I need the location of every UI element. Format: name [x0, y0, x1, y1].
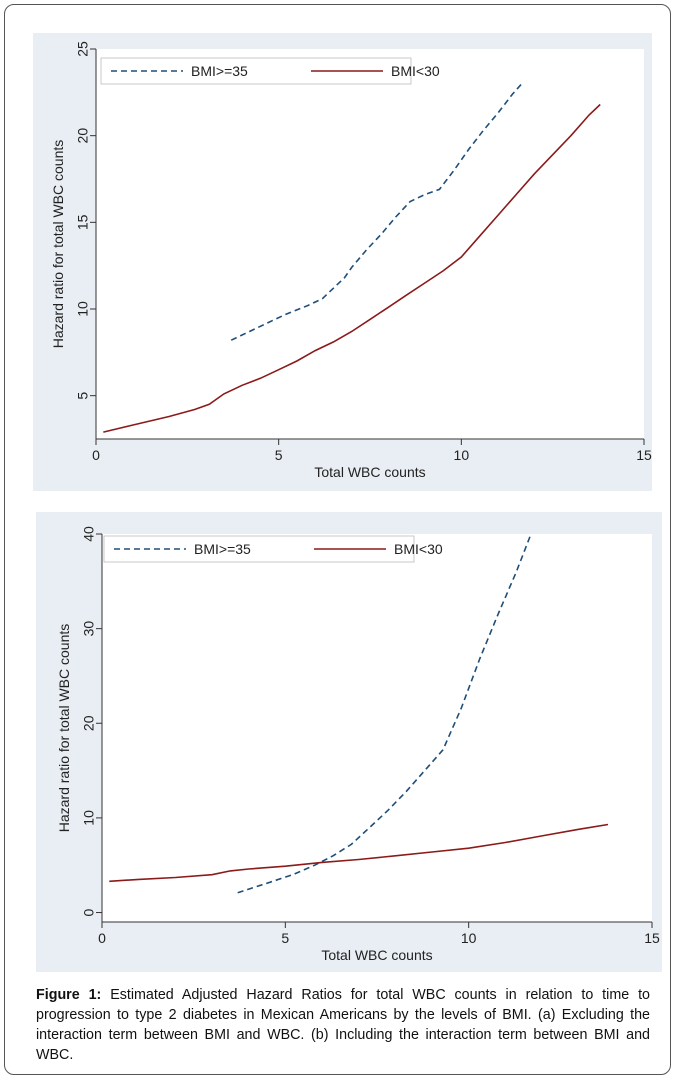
x-tick-label: 5 [281, 930, 289, 946]
chart-panel-a: 0 5 10 15 5 10 15 20 25 Total WBC counts Hazard ra… [33, 33, 652, 491]
y-axis-title: Hazard ratio for total WBC counts [56, 624, 72, 833]
y-tick-label: 5 [75, 392, 91, 400]
x-tick-label: 10 [461, 930, 477, 946]
legend-label: BMI>=35 [194, 541, 251, 557]
x-tick-label: 10 [454, 447, 470, 463]
caption-text: Estimated Adjusted Hazard Ratios for tot… [36, 987, 650, 1063]
legend-label: BMI<30 [391, 63, 440, 79]
x-tick-label: 5 [275, 447, 283, 463]
y-tick-label: 20 [75, 128, 91, 144]
x-tick-label: 15 [636, 447, 652, 463]
y-axis-title: Hazard ratio for total WBC counts [50, 140, 66, 349]
legend-label: BMI<30 [394, 541, 443, 557]
caption-label: Figure 1: [36, 987, 102, 1003]
y-tick-label: 40 [81, 526, 97, 542]
y-tick-label: 25 [75, 41, 91, 57]
legend: BMI>=35 BMI<30 [100, 57, 440, 85]
figure-frame [4, 4, 671, 1075]
legend: BMI>=35 BMI<30 [103, 535, 443, 563]
plot-area [102, 534, 652, 922]
legend-label: BMI>=35 [191, 63, 248, 79]
plot-area [96, 49, 644, 439]
chart-panel-b: 0 5 10 15 0 10 20 30 40 Total WBC counts Hazard ra… [36, 512, 662, 972]
series-line-bmi-35 [230, 81, 524, 341]
x-tick-label: 15 [644, 930, 660, 946]
x-axis-title: Total WBC counts [314, 464, 425, 480]
series-line-bmi-30 [103, 103, 601, 433]
y-tick-label: 20 [81, 715, 97, 731]
y-tick-label: 15 [75, 214, 91, 230]
y-tick-label: 10 [81, 810, 97, 826]
x-axis-title: Total WBC counts [321, 947, 432, 963]
y-tick-label: 30 [81, 621, 97, 637]
series-line-bmi-30 [109, 823, 609, 883]
y-tick-label: 10 [75, 301, 91, 317]
y-tick-label: 0 [81, 908, 97, 916]
x-tick-label: 0 [98, 930, 106, 946]
chart-a-svg: 0 5 10 15 5 10 15 20 25 Total WBC counts Hazard ra… [33, 33, 652, 491]
figure-caption: Figure 1: Estimated Adjusted Hazard Rati… [36, 985, 650, 1065]
chart-b-svg: 0 5 10 15 0 10 20 30 40 Total WBC counts Hazard ra… [36, 512, 662, 972]
x-tick-label: 0 [92, 447, 100, 463]
